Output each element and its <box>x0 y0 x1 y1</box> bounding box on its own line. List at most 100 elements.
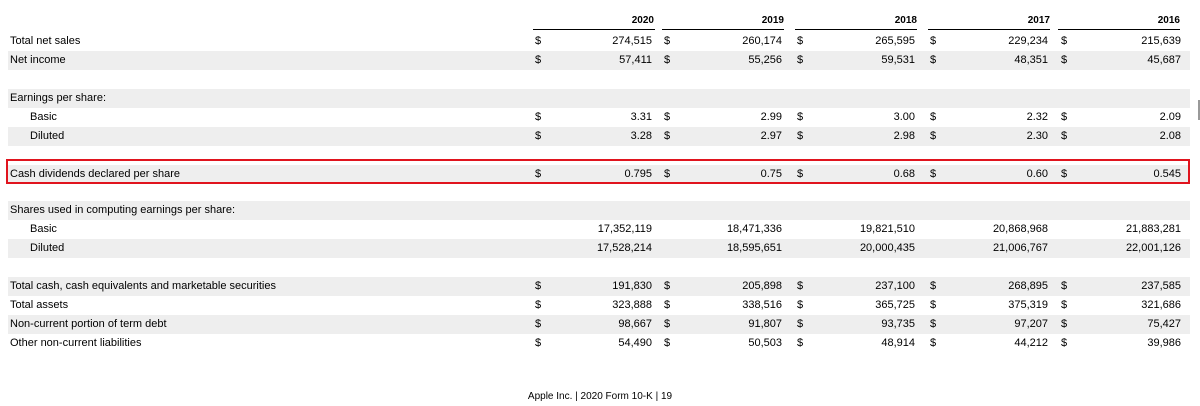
cell-value: 265,595 <box>875 35 915 47</box>
cell-value: 97,207 <box>1014 318 1048 330</box>
cell-value: 2.32 <box>1026 111 1048 123</box>
currency-symbol: $ <box>664 337 671 349</box>
row-label: Total cash, cash equivalents and marketa… <box>10 280 276 292</box>
cell-value: 191,830 <box>612 280 652 292</box>
cell-value: 0.68 <box>893 168 915 180</box>
scrollbar-edge <box>1198 100 1200 120</box>
table-row <box>8 258 1190 277</box>
currency-symbol: $ <box>797 54 804 66</box>
cell-value: 229,234 <box>1008 35 1048 47</box>
year-header: 2016 <box>1058 13 1180 30</box>
cell-value: 75,427 <box>1147 318 1181 330</box>
currency-symbol: $ <box>1061 35 1068 47</box>
currency-symbol: $ <box>930 337 937 349</box>
cell-value: 365,725 <box>875 299 915 311</box>
cell-value: 54,490 <box>618 337 652 349</box>
table-row <box>8 70 1190 89</box>
currency-symbol: $ <box>535 130 542 142</box>
page-footer: Apple Inc. | 2020 Form 10-K | 19 <box>527 391 673 402</box>
currency-symbol: $ <box>535 35 542 47</box>
year-header: 2017 <box>928 13 1050 30</box>
currency-symbol: $ <box>930 168 937 180</box>
currency-symbol: $ <box>664 280 671 292</box>
currency-symbol: $ <box>535 280 542 292</box>
year-header: 2018 <box>795 13 917 30</box>
currency-symbol: $ <box>1061 318 1068 330</box>
cell-value: 48,351 <box>1014 54 1048 66</box>
currency-symbol: $ <box>930 318 937 330</box>
table-row: Total cash, cash equivalents and marketa… <box>8 277 1190 296</box>
cell-value: 22,001,126 <box>1125 242 1181 254</box>
cell-value: 0.60 <box>1026 168 1048 180</box>
row-label: Basic <box>30 223 57 235</box>
cell-value: 268,895 <box>1008 280 1048 292</box>
cell-value: 17,352,119 <box>597 223 652 235</box>
currency-symbol: $ <box>797 280 804 292</box>
cell-value: 237,585 <box>1141 280 1181 292</box>
currency-symbol: $ <box>930 111 937 123</box>
cell-value: 39,986 <box>1147 337 1181 349</box>
row-label: Diluted <box>30 130 65 142</box>
cell-value: 18,595,651 <box>726 242 782 254</box>
row-label: Total net sales <box>10 35 81 47</box>
row-label: Total assets <box>10 299 69 311</box>
year-header: 2020 <box>533 13 655 30</box>
row-label: Net income <box>10 54 66 66</box>
cell-value: 17,528,214 <box>596 242 652 254</box>
currency-symbol: $ <box>930 280 937 292</box>
table-row: Shares used in computing earnings per sh… <box>8 201 1190 220</box>
currency-symbol: $ <box>930 54 937 66</box>
table-row: Net income $57,411 $55,256 $59,531 $48,351 $4… <box>8 51 1190 70</box>
currency-symbol: $ <box>535 168 542 180</box>
row-label: Cash dividends declared per share <box>10 168 180 180</box>
currency-symbol: $ <box>930 130 937 142</box>
cell-value: 274,515 <box>612 35 652 47</box>
table-row: Basic $3.31 $2.99 $3.00 $2.32 $2.09 <box>8 108 1190 127</box>
cell-value: 44,212 <box>1014 337 1048 349</box>
currency-symbol: $ <box>664 35 671 47</box>
highlighted-row: Cash dividends declared per share $0.795 $… <box>8 165 1190 184</box>
cell-value: 2.30 <box>1026 130 1048 142</box>
cell-value: 57,411 <box>619 54 652 66</box>
currency-symbol: $ <box>797 130 804 142</box>
currency-symbol: $ <box>797 35 804 47</box>
table-row: Total assets $323,888 $338,516 $365,725 $375… <box>8 296 1190 315</box>
currency-symbol: $ <box>1061 299 1068 311</box>
currency-symbol: $ <box>797 299 804 311</box>
table-row: Total net sales $274,515 $260,174 $265,595 $… <box>8 32 1190 51</box>
cell-value: 20,000,435 <box>859 242 915 254</box>
row-label: Earnings per share: <box>10 92 106 104</box>
currency-symbol: $ <box>1061 111 1068 123</box>
year-header: 2019 <box>662 13 784 30</box>
currency-symbol: $ <box>535 54 542 66</box>
cell-value: 21,883,281 <box>1125 223 1181 235</box>
cell-value: 18,471,336 <box>726 223 782 235</box>
currency-symbol: $ <box>664 54 671 66</box>
currency-symbol: $ <box>535 299 542 311</box>
cell-value: 93,735 <box>881 318 915 330</box>
cell-value: 98,667 <box>618 318 652 330</box>
row-label: Shares used in computing earnings per sh… <box>10 204 236 216</box>
cell-value: 59,531 <box>881 54 915 66</box>
cell-value: 55,256 <box>748 54 782 66</box>
currency-symbol: $ <box>535 111 542 123</box>
highlight-box <box>6 159 1190 184</box>
cell-value: 20,868,968 <box>992 223 1048 235</box>
cell-value: 3.31 <box>630 111 652 123</box>
cell-value: 260,174 <box>742 35 782 47</box>
currency-symbol: $ <box>797 337 804 349</box>
row-label: Diluted <box>30 242 65 254</box>
currency-symbol: $ <box>664 168 671 180</box>
cell-value: 2.08 <box>1159 130 1181 142</box>
currency-symbol: $ <box>1061 130 1068 142</box>
currency-symbol: $ <box>664 318 671 330</box>
row-label: Other non-current liabilities <box>10 337 142 349</box>
cell-value: 50,503 <box>748 337 782 349</box>
cell-value: 375,319 <box>1008 299 1048 311</box>
currency-symbol: $ <box>664 130 671 142</box>
cell-value: 338,516 <box>742 299 782 311</box>
cell-value: 0.795 <box>624 168 652 180</box>
cell-value: 91,807 <box>748 318 782 330</box>
currency-symbol: $ <box>664 111 671 123</box>
